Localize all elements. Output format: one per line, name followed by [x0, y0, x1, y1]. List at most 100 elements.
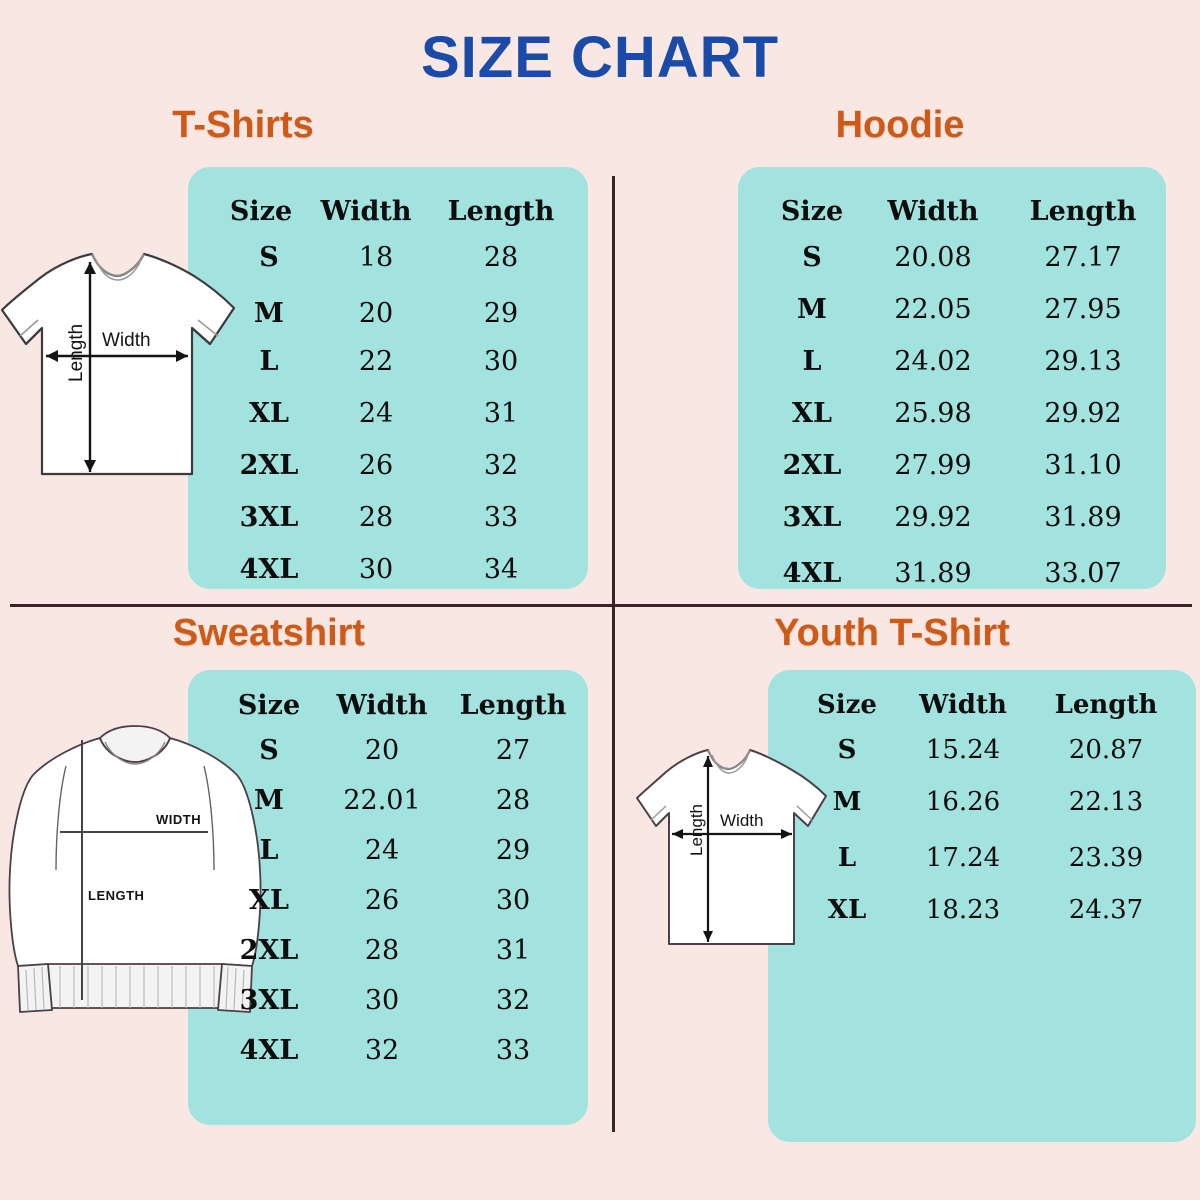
cell-width: 32 — [364, 1034, 400, 1066]
cell-length: 31.10 — [1044, 449, 1122, 481]
table-row: 4XL 31.89 33.07 — [766, 543, 1158, 595]
cell-length: 31 — [495, 934, 531, 966]
cell-size: S — [259, 241, 279, 273]
cell-width: 24.02 — [894, 345, 972, 377]
section-title-youth-tshirt: Youth T-Shirt — [774, 612, 1010, 654]
table-row: XL 26 30 — [222, 875, 578, 925]
cell-width: 24 — [358, 397, 394, 429]
section-title-tshirts: T-Shirts — [172, 104, 314, 146]
cell-width: 22 — [358, 345, 394, 377]
table-row: L 22 30 — [222, 335, 566, 387]
cell-width: 22.05 — [894, 293, 972, 325]
cell-size: L — [259, 834, 279, 866]
cell-width: 31.89 — [894, 557, 972, 589]
cell-size: M — [254, 784, 284, 816]
cell-length: 29.92 — [1044, 397, 1122, 429]
cell-size: 2XL — [782, 449, 842, 481]
cell-length: 34 — [483, 553, 519, 585]
cell-size: 3XL — [782, 501, 842, 533]
cell-width: 18.23 — [925, 895, 1001, 925]
cell-length: 30 — [495, 884, 531, 916]
table-row: S 15.24 20.87 — [802, 724, 1178, 776]
length-label: Length — [687, 804, 706, 856]
cell-width: 22.01 — [343, 784, 421, 816]
table-row: 2XL 28 31 — [222, 925, 578, 975]
length-label: Length — [66, 324, 87, 382]
cell-length: 27.95 — [1044, 293, 1122, 325]
size-table-youth-tshirt: Size Width Length S 15.24 20.87 M 16.26 … — [802, 690, 1178, 932]
table-row: S 18 28 — [222, 231, 566, 283]
col-length: Length — [459, 690, 567, 721]
cell-width: 26 — [358, 449, 394, 481]
table-header-row: Size Width Length — [222, 196, 566, 231]
cell-length: 29 — [483, 297, 519, 329]
cell-length: 32 — [483, 449, 519, 481]
table-row: 3XL 30 32 — [222, 975, 578, 1025]
col-length: Length — [1054, 690, 1158, 720]
youth-tshirt-line-art: Width Length — [634, 734, 844, 984]
table-row: L 17.24 23.39 — [802, 828, 1178, 880]
table-row: M 22.01 28 — [222, 775, 578, 825]
cell-length: 29 — [495, 834, 531, 866]
cell-length: 32 — [495, 984, 531, 1016]
table-row: 3XL 28 33 — [222, 491, 566, 543]
cell-width: 17.24 — [925, 843, 1001, 873]
cell-size: 2XL — [239, 934, 299, 966]
col-width: Width — [887, 196, 979, 227]
cell-width: 15.24 — [925, 735, 1001, 765]
table-row: S 20.08 27.17 — [766, 231, 1158, 283]
cell-length: 27.17 — [1044, 241, 1122, 273]
length-label: LENGTH — [88, 888, 144, 903]
cell-length: 28 — [495, 784, 531, 816]
table-panel-hoodie — [738, 167, 1166, 589]
table-row: 4XL 30 34 — [222, 543, 566, 595]
col-size: Size — [229, 196, 293, 227]
cell-length: 27 — [495, 734, 531, 766]
col-width: Width — [320, 196, 412, 227]
cell-width: 30 — [364, 984, 400, 1016]
cell-size: L — [802, 345, 822, 377]
cell-size: XL — [827, 895, 867, 925]
cell-length: 23.39 — [1068, 843, 1144, 873]
table-row: XL 18.23 24.37 — [802, 880, 1178, 932]
cell-length: 33 — [483, 501, 519, 533]
cell-size: 4XL — [782, 557, 842, 589]
section-sweatshirt: Sweatshirt — [0, 612, 610, 1132]
table-row: 2XL 27.99 31.10 — [766, 439, 1158, 491]
cell-width: 20.08 — [894, 241, 972, 273]
cell-length: 31.89 — [1044, 501, 1122, 533]
table-row: L 24 29 — [222, 825, 578, 875]
cell-width: 25.98 — [894, 397, 972, 429]
table-row: S 20 27 — [222, 725, 578, 775]
width-label: WIDTH — [156, 812, 201, 827]
cell-length: 31 — [483, 397, 519, 429]
table-row: M 22.05 27.95 — [766, 283, 1158, 335]
col-width: Width — [919, 690, 1007, 720]
col-length: Length — [1029, 196, 1137, 227]
cell-size: S — [259, 734, 279, 766]
cell-width: 29.92 — [894, 501, 972, 533]
cell-length: 33.07 — [1044, 557, 1122, 589]
cell-size: XL — [249, 397, 289, 429]
cell-size: S — [802, 241, 822, 273]
cell-size: M — [797, 293, 827, 325]
cell-width: 20 — [364, 734, 400, 766]
cell-length: 20.87 — [1068, 735, 1144, 765]
cell-size: M — [254, 297, 284, 329]
col-size: Size — [237, 690, 301, 721]
width-label: Width — [720, 811, 763, 830]
cell-width: 24 — [364, 834, 400, 866]
table-header-row: Size Width Length — [766, 196, 1158, 231]
section-title-sweatshirt: Sweatshirt — [172, 612, 366, 654]
table-row: L 24.02 29.13 — [766, 335, 1158, 387]
col-size: Size — [780, 196, 844, 227]
cell-size: XL — [792, 397, 832, 429]
tshirt-line-art: Width Length — [0, 232, 264, 492]
size-table-tshirts: Size Width Length S 18 28 M 20 29 L — [222, 196, 566, 595]
table-header-row: Size Width Length — [802, 690, 1178, 724]
cell-width: 18 — [358, 241, 394, 273]
horizontal-divider — [10, 604, 1192, 607]
cell-length: 24.37 — [1068, 895, 1144, 925]
cell-size: 2XL — [239, 449, 299, 481]
